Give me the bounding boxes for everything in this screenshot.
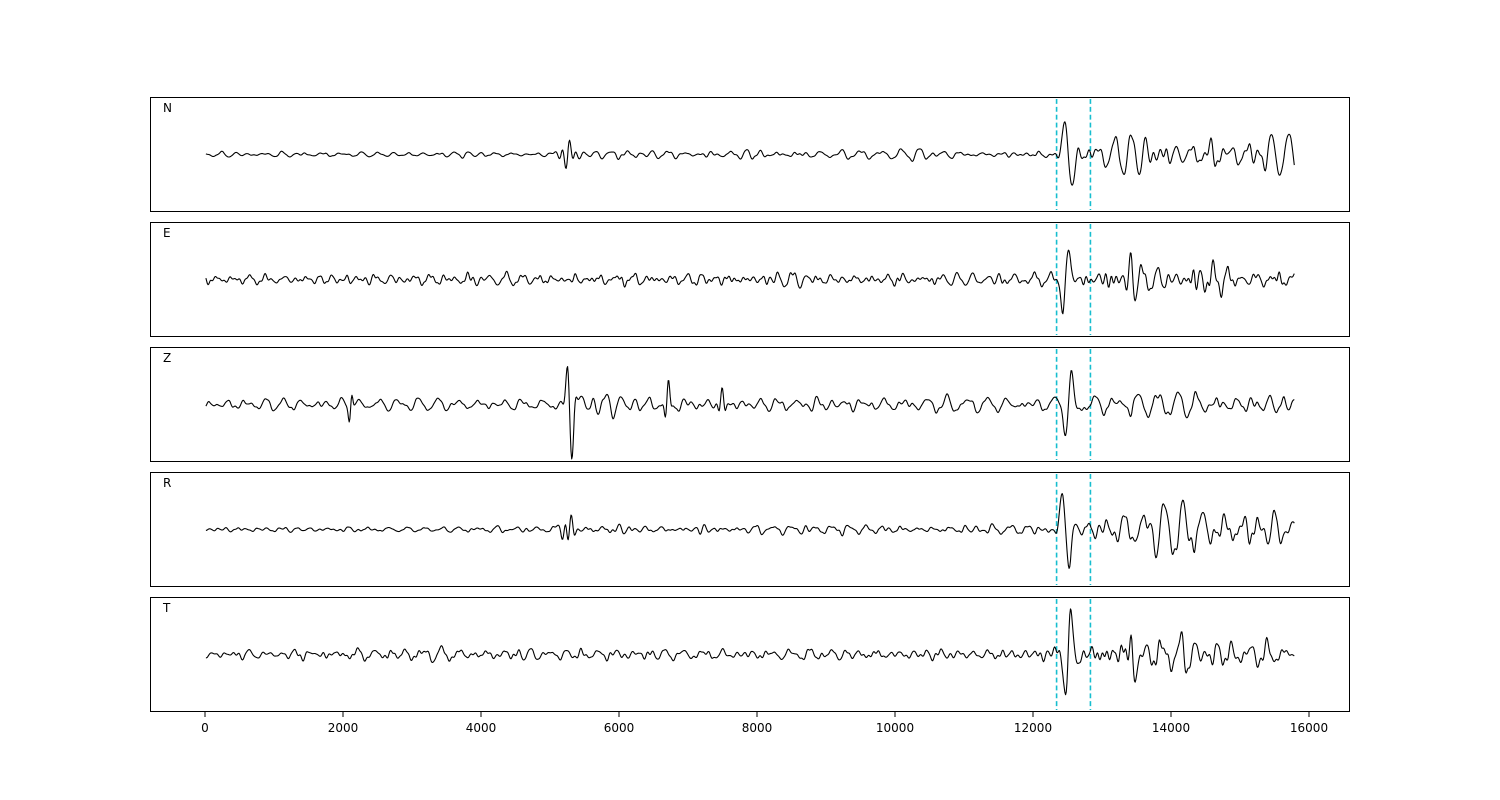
trace-label-n: N <box>163 101 172 115</box>
waveform-path <box>205 608 1295 696</box>
trace-plot-e <box>205 223 1295 336</box>
x-tick-label: 14000 <box>1151 721 1191 735</box>
trace-panels: N E Z R T <box>150 97 1350 712</box>
trace-plot-t <box>205 598 1295 711</box>
trace-plot-r <box>205 473 1295 586</box>
trace-label-t: T <box>163 601 171 615</box>
trace-label-e: E <box>163 226 171 240</box>
x-tick-label: 2000 <box>327 721 359 735</box>
x-tick-label: 4000 <box>465 721 497 735</box>
x-tick-label: 8000 <box>741 721 773 735</box>
trace-label-z: Z <box>163 351 172 365</box>
trace-label-r: R <box>163 476 172 490</box>
trace-plot-n <box>205 98 1295 211</box>
x-tick-label: 6000 <box>603 721 635 735</box>
x-tick-label: 10000 <box>875 721 915 735</box>
waveform-path <box>205 121 1295 186</box>
trace-panel-t: T <box>150 597 1350 712</box>
waveform-path <box>205 366 1295 460</box>
waveform-path <box>205 249 1295 315</box>
trace-panel-e: E <box>150 222 1350 337</box>
waveform-path <box>205 492 1295 569</box>
x-axis-ticks <box>204 712 1310 717</box>
trace-panel-z: Z <box>150 347 1350 462</box>
x-axis: 0 2000 4000 6000 8000 10000 12000 14000 16000 <box>150 712 1350 742</box>
x-tick-label: 12000 <box>1013 721 1053 735</box>
x-tick-label: 16000 <box>1289 721 1329 735</box>
trace-plot-z <box>205 348 1295 461</box>
trace-panel-r: R <box>150 472 1350 587</box>
x-tick-label: 0 <box>201 721 209 735</box>
trace-panel-n: N <box>150 97 1350 212</box>
